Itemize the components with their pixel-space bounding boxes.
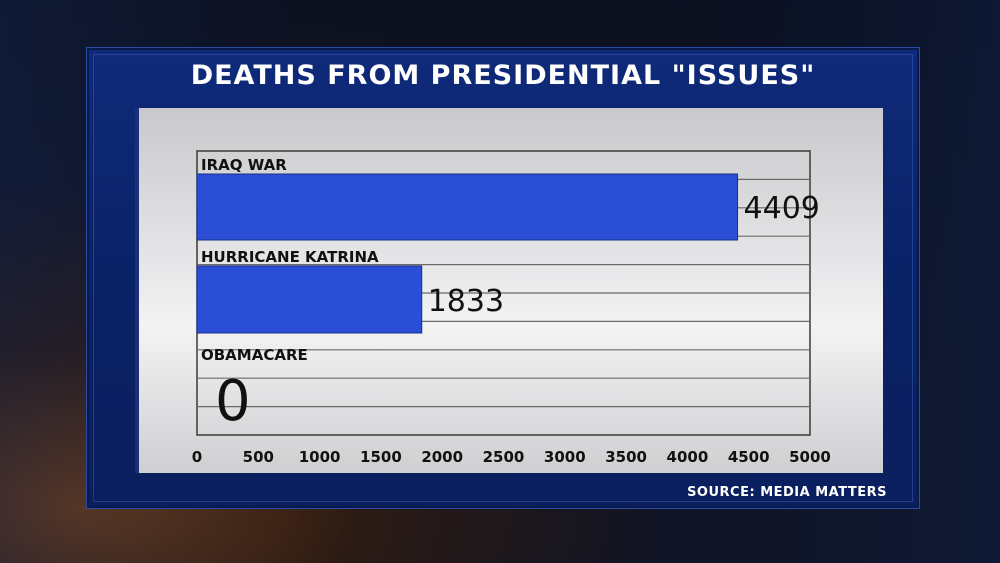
value-label: 1833 [428, 284, 504, 319]
source-credit: SOURCE: MEDIA MATTERS [687, 485, 887, 500]
x-tick-label: 4500 [728, 448, 770, 466]
x-tick-label: 1500 [360, 448, 402, 466]
x-tick-label: 0 [192, 448, 202, 466]
bar-chart: IRAQ WAR 4409 HURRICANE KATRINA 1833 OBAMACA… [192, 150, 831, 466]
x-tick-label: 4000 [667, 448, 709, 466]
x-tick-label: 2000 [421, 448, 463, 466]
value-label: 0 [215, 369, 251, 434]
chart-title: DEATHS FROM PRESIDENTIAL "ISSUES" [190, 60, 816, 91]
chart-panel: DEATHS FROM PRESIDENTIAL "ISSUES" IRAQ W… [86, 47, 920, 509]
x-tick-label: 3500 [605, 448, 647, 466]
category-label: IRAQ WAR [201, 156, 287, 174]
panel-frame [93, 54, 913, 502]
x-tick-label: 3000 [544, 448, 586, 466]
x-tick-label: 5000 [789, 448, 831, 466]
bar [196, 265, 423, 334]
value-label: 4409 [744, 191, 820, 226]
x-tick-label: 2500 [483, 448, 525, 466]
bar [196, 173, 739, 241]
category-label: HURRICANE KATRINA [201, 248, 379, 266]
category-label: OBAMACARE [201, 346, 308, 364]
x-tick-label: 1000 [299, 448, 341, 466]
x-tick-label: 500 [243, 448, 274, 466]
